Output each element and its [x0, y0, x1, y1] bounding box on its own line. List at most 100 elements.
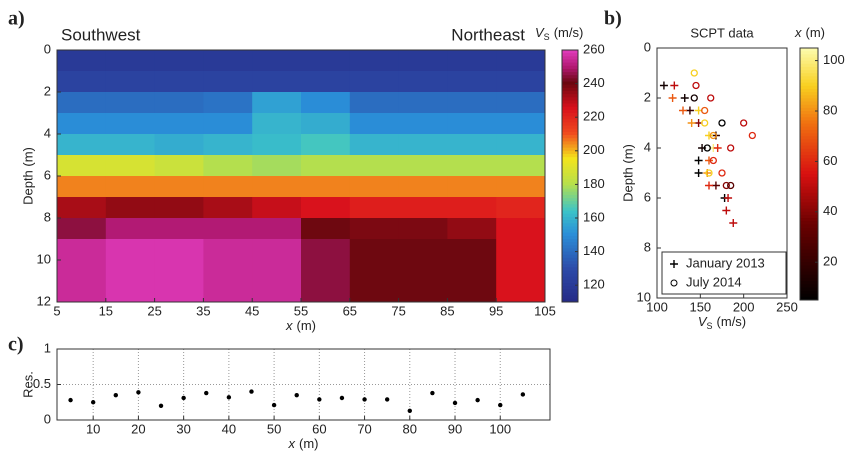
colorbar-strip: [562, 78, 578, 82]
point: [722, 206, 731, 215]
colorbar-strip: [800, 262, 818, 266]
heat-cell: [154, 92, 204, 114]
colorbar-strip: [800, 186, 818, 191]
heat-cell: [252, 218, 302, 240]
colorbar-strip: [800, 158, 818, 162]
heat-cell: [252, 176, 302, 198]
colorbar-strip: [800, 293, 818, 298]
heat-cell: [301, 155, 351, 177]
point: [705, 169, 713, 177]
heat-cell: [105, 50, 156, 72]
heat-cell: [398, 176, 448, 198]
point: [709, 156, 717, 165]
colorbar-strip: [562, 100, 578, 104]
colorbar-strip: [800, 88, 818, 93]
heat-cell: [57, 71, 107, 93]
colorbar-strip: [800, 246, 818, 250]
x-tick-label: 15: [99, 303, 113, 318]
colorbar-strip: [800, 73, 818, 77]
heat-cell: [105, 155, 156, 177]
heat-cell: [496, 260, 546, 282]
point: [249, 389, 254, 394]
point: [729, 219, 738, 227]
colorbar-strip: [800, 259, 818, 263]
colorbar-strip: [562, 90, 578, 95]
x-tick-label: 80: [403, 421, 417, 436]
colorbar-strip: [562, 292, 578, 297]
colorbar-strip: [562, 106, 578, 111]
colorbar-strip: [800, 129, 818, 134]
point: [713, 144, 722, 152]
colorbar-strip: [800, 126, 818, 131]
colorbar-strip: [562, 62, 578, 67]
colorbar-strip: [800, 252, 818, 257]
colorbar-strip: [562, 201, 578, 205]
y-tick-label: 4: [44, 125, 51, 140]
colorbar-strip: [562, 172, 578, 177]
colorbar-strip: [562, 191, 578, 196]
colorbar-strip: [800, 117, 818, 121]
colorbar-strip: [562, 207, 578, 212]
colorbar-strip: [562, 261, 578, 265]
y-tick-label: 0: [44, 411, 51, 426]
y-tick-label: 6: [44, 167, 51, 182]
heat-cell: [496, 92, 546, 114]
x-tick-label: 30: [176, 421, 190, 436]
point: [339, 395, 345, 401]
colorbar-strip: [800, 177, 818, 181]
point: [703, 144, 711, 152]
point: [740, 119, 748, 127]
point: [407, 408, 412, 413]
colorbar-tick-label: 20: [823, 254, 837, 269]
colorbar-strip: [800, 161, 818, 165]
label-symbol: x: [794, 25, 802, 40]
colorbar-strip: [562, 229, 578, 234]
colorbar-strip: [562, 128, 578, 133]
heat-cell: [57, 218, 107, 240]
colorbar-strip: [800, 63, 818, 68]
colorbar-label: VS (m/s): [535, 25, 583, 42]
colorbar-strip: [800, 211, 818, 216]
heat-cell: [301, 50, 351, 72]
heat-cell: [154, 176, 204, 198]
colorbar-strip: [562, 68, 578, 73]
colorbar-strip: [800, 205, 818, 210]
heat-cell: [203, 92, 253, 114]
axes-frame: [656, 47, 788, 299]
y-tick-label: 0: [44, 41, 51, 56]
heat-cell: [447, 239, 497, 261]
colorbar-strip: [562, 276, 578, 281]
x-tick-label: 250: [776, 299, 798, 314]
colorbar-strip: [562, 116, 578, 120]
annotation: Southwest: [61, 25, 141, 44]
heat-cell: [349, 50, 400, 72]
heat-cell: [57, 155, 107, 177]
colorbar-strip: [562, 257, 578, 262]
panel-label: b): [604, 8, 622, 30]
x-tick-label: 100: [646, 299, 668, 314]
colorbar-strip: [800, 104, 818, 109]
colorbar-strip: [800, 230, 818, 235]
colorbar-strip: [562, 147, 578, 152]
colorbar-strip: [800, 284, 818, 288]
heat-cell: [203, 113, 253, 135]
colorbar-strip: [562, 267, 578, 271]
colorbar-tick-label: 240: [583, 75, 605, 90]
heat-cell: [349, 113, 400, 135]
heat-cell: [398, 197, 448, 219]
colorbar-strip: [800, 79, 818, 84]
colorbar-strip: [562, 245, 578, 249]
colorbar-strip: [800, 142, 818, 147]
point: [690, 94, 698, 102]
y-tick-label: 10: [37, 251, 51, 266]
heat-cell: [57, 197, 107, 219]
colorbar-strip: [562, 87, 578, 92]
heat-cell: [57, 134, 107, 156]
colorbar-tick-label: 60: [823, 153, 837, 168]
colorbar-strip: [800, 66, 818, 71]
colorbar-strip: [800, 57, 818, 61]
colorbar-strip: [562, 56, 578, 60]
label-symbol: x: [285, 318, 293, 333]
colorbar-strip: [800, 221, 818, 225]
